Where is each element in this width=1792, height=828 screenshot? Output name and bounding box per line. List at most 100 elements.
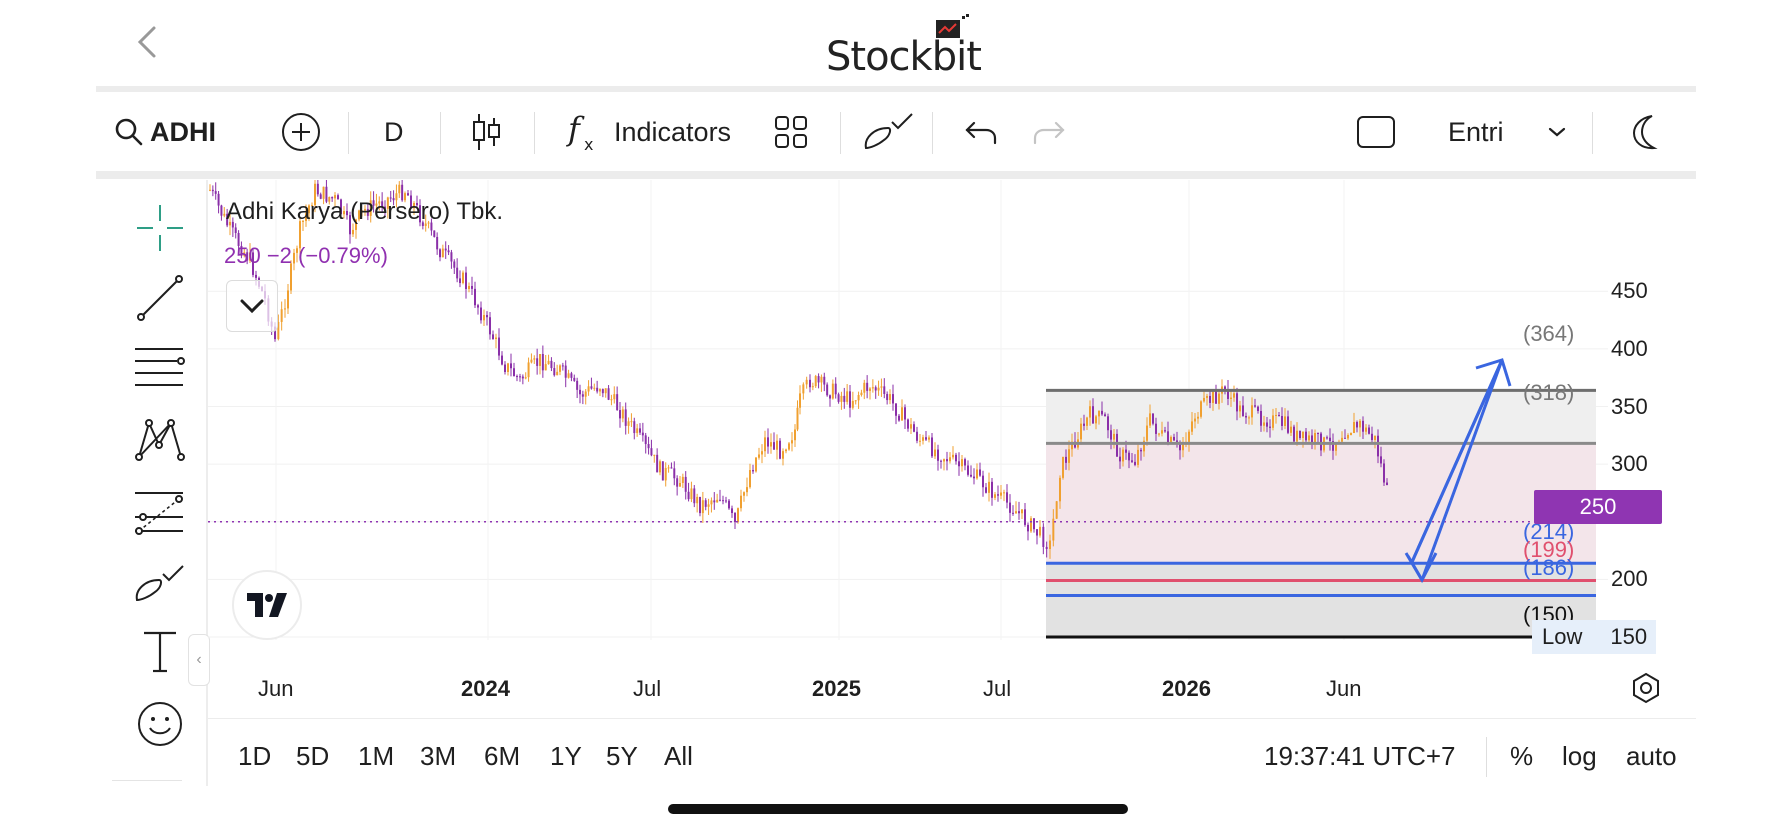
candle-body xyxy=(958,461,960,467)
chart-canvas[interactable] xyxy=(208,175,1696,720)
compare-button[interactable] xyxy=(280,92,322,172)
candle-body xyxy=(710,500,713,505)
tradingview-icon xyxy=(247,593,287,617)
candle-body xyxy=(436,236,439,250)
candle-body xyxy=(690,488,693,500)
candle-body xyxy=(785,449,787,452)
toolbar-divider xyxy=(348,112,349,154)
candle-body xyxy=(1293,426,1295,442)
back-button[interactable] xyxy=(128,22,168,62)
svg-text:f: f xyxy=(566,110,585,148)
candle-body xyxy=(226,213,229,226)
symbol-search[interactable]: ADHI xyxy=(114,92,216,172)
range-button-1d[interactable]: 1D xyxy=(238,741,272,771)
legend-toggle-button[interactable] xyxy=(226,280,278,332)
candle-body xyxy=(994,494,996,498)
chart-type-button[interactable] xyxy=(472,92,502,172)
collapse-sidebar-button[interactable]: ‹ xyxy=(188,634,210,686)
x-tick-label: Jun xyxy=(258,676,294,701)
candle-body xyxy=(1098,410,1100,417)
log-toggle[interactable]: log xyxy=(1562,741,1597,771)
horizontal-lines-tool[interactable] xyxy=(120,336,200,400)
candle-body xyxy=(937,449,939,461)
candle-body xyxy=(869,388,871,391)
candle-body xyxy=(1003,492,1005,494)
emoji-tool[interactable] xyxy=(120,692,200,756)
candle-body xyxy=(410,195,412,209)
toolbar-divider xyxy=(534,112,535,154)
candle-body xyxy=(433,230,436,237)
candle-body xyxy=(498,337,500,356)
range-button-1y[interactable]: 1Y xyxy=(550,741,582,771)
candle-body xyxy=(495,337,497,339)
candle-body xyxy=(1167,431,1169,443)
range-button-all[interactable]: All xyxy=(664,741,693,771)
candle-body xyxy=(1052,518,1055,541)
candle-body xyxy=(331,197,334,199)
candle-body xyxy=(513,368,515,377)
candle-body xyxy=(961,459,963,467)
candle-body xyxy=(462,272,464,284)
range-button-6m[interactable]: 6M xyxy=(484,741,521,771)
candle-body xyxy=(1353,422,1355,434)
candle-body xyxy=(524,377,527,379)
candle-body xyxy=(1275,414,1277,416)
candle-body xyxy=(1155,423,1157,434)
candle-body xyxy=(1383,463,1385,483)
theme-toggle-button[interactable] xyxy=(1626,92,1660,172)
redo-button[interactable] xyxy=(1032,92,1066,172)
undo-button[interactable] xyxy=(964,92,998,172)
layout-button[interactable] xyxy=(774,92,808,172)
candle-body xyxy=(889,394,891,401)
candle-body xyxy=(319,194,322,199)
candle-body xyxy=(1368,427,1370,434)
candle-body xyxy=(1374,435,1376,441)
drawing-templates-button[interactable] xyxy=(862,92,916,172)
candle-body xyxy=(916,431,918,441)
candle-body xyxy=(849,391,851,408)
candle-body xyxy=(880,386,883,388)
candle-body xyxy=(1314,433,1316,443)
pattern-tool[interactable] xyxy=(120,408,200,472)
text-tool[interactable] xyxy=(120,620,200,684)
indicators-button[interactable]: f x Indicators xyxy=(566,92,731,172)
tradingview-logo[interactable] xyxy=(232,570,302,640)
price-chart[interactable] xyxy=(208,175,1696,720)
fullscreen-button[interactable] xyxy=(1356,92,1396,172)
crosshair-tool[interactable] xyxy=(120,196,200,260)
candle-body xyxy=(749,470,751,488)
order-type-dropdown[interactable]: Entri xyxy=(1448,92,1566,172)
candle-body xyxy=(243,252,246,256)
range-button-1m[interactable]: 1M xyxy=(358,741,395,771)
candle-body xyxy=(343,210,345,215)
range-bar: 1D 5D 1M 3M 6M 1Y 5Y All 19:37:41 UTC+7 % log a… xyxy=(208,718,1696,791)
candle-body xyxy=(561,365,564,367)
candle-body xyxy=(624,409,627,426)
candle-body xyxy=(1119,456,1121,462)
candle-body xyxy=(1143,440,1145,452)
candle-body xyxy=(877,387,880,391)
clock-label[interactable]: 19:37:41 UTC+7 xyxy=(1264,741,1456,771)
logo-text: Stockbit xyxy=(826,34,982,80)
candle-body xyxy=(544,364,547,371)
arrow-shaft xyxy=(1420,359,1504,581)
brush-tool[interactable] xyxy=(120,550,200,614)
candle-body xyxy=(770,442,772,447)
range-button-5d[interactable]: 5D xyxy=(296,741,330,771)
candle-body xyxy=(302,220,304,222)
candle-body xyxy=(246,252,249,261)
chart-settings-button[interactable] xyxy=(1630,672,1662,704)
range-button-3m[interactable]: 3M xyxy=(420,741,457,771)
percent-toggle[interactable]: % xyxy=(1510,741,1534,771)
auto-toggle[interactable]: auto xyxy=(1626,741,1677,771)
candle-body xyxy=(447,250,450,253)
candle-body xyxy=(322,186,325,199)
candle-body xyxy=(492,334,494,339)
candle-body xyxy=(704,500,707,507)
trendline-tool[interactable] xyxy=(120,266,200,330)
candle-body xyxy=(854,400,857,402)
fibonacci-icon xyxy=(135,492,183,535)
interval-button[interactable]: D xyxy=(384,92,404,172)
fib-tool[interactable] xyxy=(120,480,200,544)
range-button-5y[interactable]: 5Y xyxy=(606,741,638,771)
